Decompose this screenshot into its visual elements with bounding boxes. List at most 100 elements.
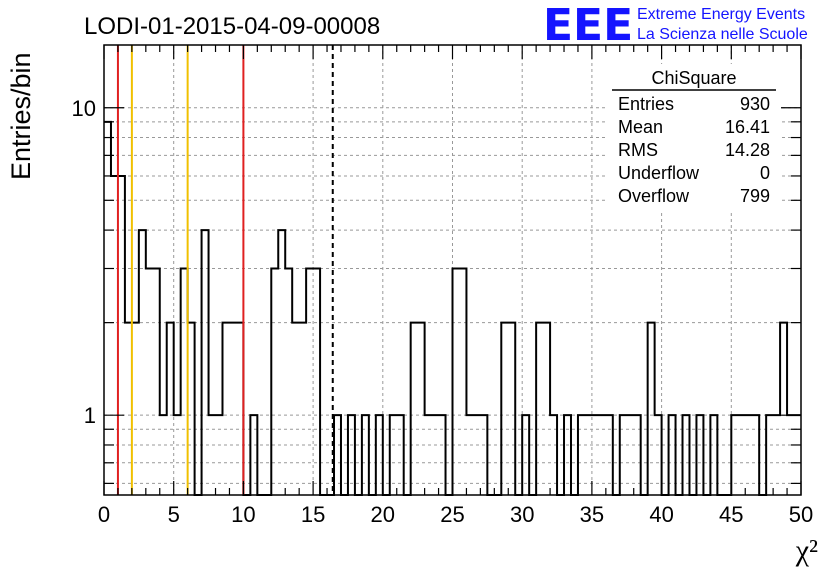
histogram-bin <box>439 415 446 495</box>
x-tick-label: 25 <box>440 502 464 527</box>
histogram-bin <box>606 415 613 495</box>
histogram-bin <box>222 323 229 495</box>
histogram-bin <box>648 323 655 495</box>
histogram-bin <box>132 323 139 495</box>
histogram-bin <box>459 268 466 495</box>
histogram-bin <box>480 415 487 495</box>
histogram-bin <box>216 415 223 495</box>
histogram-bin <box>306 268 313 495</box>
stats-value-mean: 16.41 <box>725 117 770 137</box>
histogram-bin <box>536 323 543 495</box>
histogram-bin <box>634 415 641 495</box>
histogram-bin <box>564 415 571 495</box>
histogram-bin <box>104 122 111 495</box>
histogram-bin <box>348 415 355 495</box>
histogram-bin <box>578 415 585 495</box>
histogram-bin <box>599 415 606 495</box>
x-tick-label: 30 <box>510 502 534 527</box>
x-tick-label: 50 <box>789 502 813 527</box>
reference-lines <box>116 45 334 495</box>
histogram-bin <box>418 323 425 495</box>
histogram-bin <box>292 323 299 495</box>
histogram-bin <box>710 415 717 495</box>
histogram-bin <box>453 268 460 495</box>
stats-box-background <box>608 64 780 212</box>
y-axis-label: Entries/bin <box>6 52 36 180</box>
histogram-bin <box>390 415 397 495</box>
histogram-outline <box>104 120 801 496</box>
histogram-bin <box>508 323 515 495</box>
x-tick-label: 0 <box>98 502 110 527</box>
histogram-bin <box>683 415 690 495</box>
histogram-bin <box>669 415 676 495</box>
histogram-bin <box>202 230 209 495</box>
stats-label-overflow: Overflow <box>618 186 690 206</box>
histogram-bars <box>104 120 801 496</box>
histogram-bin <box>745 415 752 495</box>
x-tick-label: 10 <box>231 502 255 527</box>
histogram-bin <box>271 268 278 495</box>
histogram-bin <box>620 415 627 495</box>
histogram-bin <box>752 415 759 495</box>
histogram-bin <box>313 268 320 495</box>
histogram-bin <box>125 323 132 495</box>
x-tick-label: 5 <box>168 502 180 527</box>
histogram-bin <box>766 415 773 495</box>
histogram-bin <box>299 323 306 495</box>
histogram-bin <box>229 323 236 495</box>
histogram-bin <box>501 323 508 495</box>
histogram-bin <box>655 415 662 495</box>
stats-label-mean: Mean <box>618 117 663 137</box>
histogram-bin <box>167 323 174 495</box>
histogram-bin <box>174 415 181 495</box>
histogram-bin <box>731 415 738 495</box>
stats-box: ChiSquare Entries 930 Mean 16.41 RMS 14.… <box>608 64 780 212</box>
stats-value-overflow: 799 <box>740 186 770 206</box>
histogram-bin <box>592 415 599 495</box>
eee-logo: EEE Extreme Energy Events La Scienza nel… <box>543 0 808 51</box>
histogram-bin <box>466 415 473 495</box>
stats-value-entries: 930 <box>740 94 770 114</box>
axes: 0 5 10 15 20 25 30 35 40 45 50 1 10 <box>72 44 813 527</box>
histogram-bin <box>585 415 592 495</box>
histogram-bin <box>118 176 125 495</box>
histogram-bin <box>473 415 480 495</box>
histogram-bin <box>153 268 160 495</box>
logo-mark: EEE <box>543 0 633 51</box>
x-tick-label: 45 <box>719 502 743 527</box>
histogram-bin <box>334 415 341 495</box>
stats-value-rms: 14.28 <box>725 140 770 160</box>
chart-title: LODI-01-2015-04-09-00008 <box>84 13 380 40</box>
y-tick-label: 10 <box>72 96 96 121</box>
x-tick-label: 15 <box>301 502 325 527</box>
stats-value-underflow: 0 <box>760 163 770 183</box>
x-tick-label: 35 <box>580 502 604 527</box>
histogram-bin <box>780 323 787 495</box>
y-tick-label: 1 <box>84 403 96 428</box>
stats-label-underflow: Underflow <box>618 163 700 183</box>
histogram-bin <box>209 415 216 495</box>
histogram-bin <box>160 415 167 495</box>
histogram-bin <box>696 415 703 495</box>
histogram-bin <box>146 268 153 495</box>
histogram-bin <box>139 230 146 495</box>
x-tick-label: 40 <box>649 502 673 527</box>
histogram-bin <box>425 415 432 495</box>
histogram-bin <box>773 415 780 495</box>
histogram-bin <box>543 323 550 495</box>
logo-line-1: Extreme Energy Events <box>637 6 805 23</box>
histogram-bin <box>236 323 243 495</box>
histogram-bin <box>250 415 257 495</box>
histogram-bin <box>397 415 404 495</box>
histogram-bin <box>362 415 369 495</box>
histogram-bin <box>188 323 195 495</box>
stats-label-rms: RMS <box>618 140 658 160</box>
histogram-bin <box>278 230 285 495</box>
histogram-bin <box>550 415 557 495</box>
histogram-bin <box>432 415 439 495</box>
histogram-bin <box>181 268 188 495</box>
x-tick-label: 20 <box>371 502 395 527</box>
logo-line-2: La Scienza nelle Scuole <box>637 26 808 43</box>
histogram-bin <box>111 176 118 495</box>
